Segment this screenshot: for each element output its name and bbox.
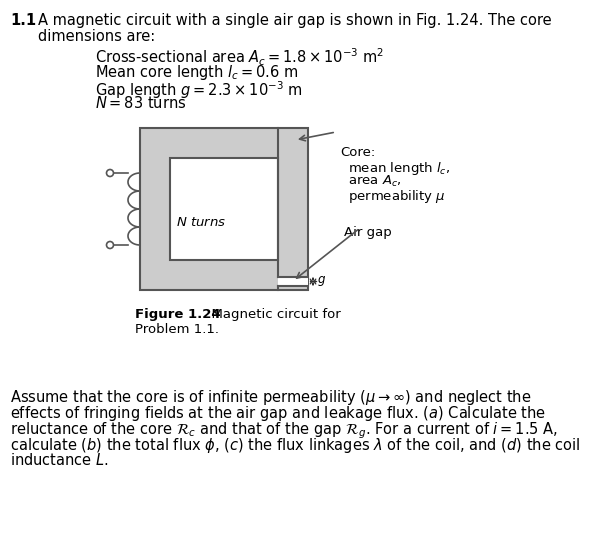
Text: Problem 1.1.: Problem 1.1. [135, 323, 219, 336]
Text: $g$: $g$ [317, 274, 326, 288]
Text: reluctance of the core $\mathcal{R}_c$ and that of the gap $\mathcal{R}_g$. For : reluctance of the core $\mathcal{R}_c$ a… [10, 420, 558, 441]
Text: inductance $L$.: inductance $L$. [10, 452, 109, 468]
Text: 1.1: 1.1 [10, 13, 36, 28]
Circle shape [106, 170, 114, 176]
Text: Core:: Core: [340, 146, 375, 159]
Text: area $A_c$,: area $A_c$, [348, 174, 401, 189]
Text: Magnetic circuit for: Magnetic circuit for [203, 308, 341, 321]
Text: calculate $(b)$ the total flux $\phi$, $(c)$ the flux linkages $\lambda$ of the : calculate $(b)$ the total flux $\phi$, $… [10, 436, 581, 455]
Text: Assume that the core is of infinite permeability ($\mu \rightarrow \infty$) and : Assume that the core is of infinite perm… [10, 388, 531, 407]
Text: $N$ turns: $N$ turns [176, 217, 226, 229]
Text: mean length $l_c$,: mean length $l_c$, [348, 160, 450, 177]
Text: Figure 1.24: Figure 1.24 [135, 308, 220, 321]
Text: Gap length $g = 2.3 \times 10^{-3}$ m: Gap length $g = 2.3 \times 10^{-3}$ m [95, 79, 303, 100]
Bar [170, 158, 278, 260]
Text: Cross-sectional area $A_c = 1.8 \times 10^{-3}$ m$^2$: Cross-sectional area $A_c = 1.8 \times 1… [95, 47, 384, 69]
Circle shape [106, 242, 114, 248]
Text: effects of fringing fields at the air gap and leakage flux. $(a)$ Calculate the: effects of fringing fields at the air ga… [10, 404, 546, 423]
Text: A magnetic circuit with a single air gap is shown in Fig. 1.24. The core: A magnetic circuit with a single air gap… [38, 13, 552, 28]
Text: permeability $\mu$: permeability $\mu$ [348, 188, 446, 205]
Text: Air gap: Air gap [344, 226, 392, 239]
Text: Mean core length $l_c = 0.6$ m: Mean core length $l_c = 0.6$ m [95, 63, 299, 82]
Bar [278, 277, 308, 286]
Text: $N = 83$ turns: $N = 83$ turns [95, 95, 186, 111]
Bar [140, 128, 308, 290]
Text: dimensions are:: dimensions are: [38, 29, 155, 44]
